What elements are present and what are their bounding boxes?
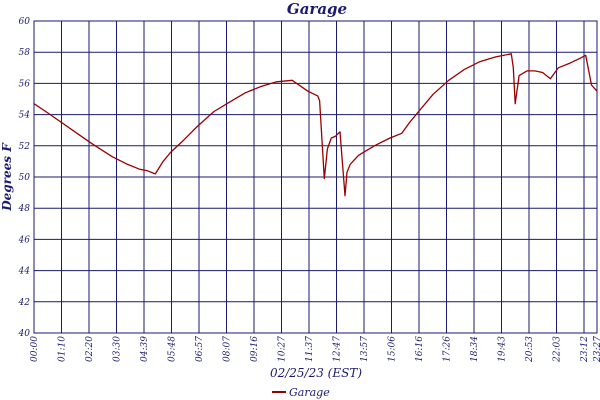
x-tick-label: 19:43 (498, 336, 508, 362)
y-tick-label: 58 (19, 48, 31, 58)
x-tick-label: 23:12 (580, 336, 590, 363)
x-tick-label: 10:27 (278, 336, 288, 362)
legend: Garage (272, 386, 330, 399)
y-tick-label: 40 (18, 329, 31, 339)
y-axis-label: Degrees F (0, 142, 14, 212)
x-tick-label: 22:03 (553, 336, 563, 363)
x-tick-label: 05:48 (168, 336, 178, 362)
x-tick-label: 02:20 (85, 336, 95, 362)
x-tick-label: 04:39 (140, 336, 150, 362)
x-tick-label: 23:27 (593, 336, 600, 363)
y-tick-label: 42 (18, 298, 31, 308)
y-tick-label: 48 (18, 204, 31, 214)
y-tick-label: 60 (19, 17, 31, 27)
y-tick-label: 44 (18, 267, 31, 277)
x-tick-label: 03:30 (113, 336, 123, 362)
x-tick-label: 01:10 (58, 336, 68, 362)
x-tick-label: 09:16 (250, 336, 260, 362)
y-tick-label: 50 (19, 173, 31, 183)
y-tick-label: 46 (18, 235, 31, 245)
y-tick-label: 56 (19, 79, 31, 89)
x-tick-label: 08:07 (223, 336, 233, 362)
grid-lines (34, 20, 597, 334)
x-axis-label: 02/25/23 (EST) (270, 366, 362, 380)
chart-title: Garage (287, 0, 347, 18)
series-line-garage (33, 53, 598, 197)
x-tick-label: 00:00 (30, 336, 40, 362)
x-tick-label: 11:37 (305, 336, 315, 362)
x-tick-label: 20:53 (525, 336, 535, 363)
x-tick-labels: 00:00 01:10 02:20 03:30 04:39 05:48 06:57 08:07… (30, 336, 600, 363)
x-tick-label: 13:57 (360, 336, 370, 362)
y-tick-labels: 40 42 44 46 48 50 52 54 56 58 60 (18, 17, 31, 339)
x-tick-label: 17:26 (443, 336, 453, 362)
y-tick-label: 54 (19, 111, 31, 121)
series-garage (33, 53, 598, 197)
x-tick-label: 18:34 (470, 336, 480, 362)
x-tick-label: 15:06 (388, 336, 398, 362)
x-tick-label: 16:16 (415, 336, 425, 362)
x-tick-label: 12:47 (333, 336, 343, 362)
legend-label: Garage (289, 386, 330, 399)
y-tick-label: 52 (19, 142, 31, 152)
x-tick-label: 06:57 (195, 336, 205, 362)
